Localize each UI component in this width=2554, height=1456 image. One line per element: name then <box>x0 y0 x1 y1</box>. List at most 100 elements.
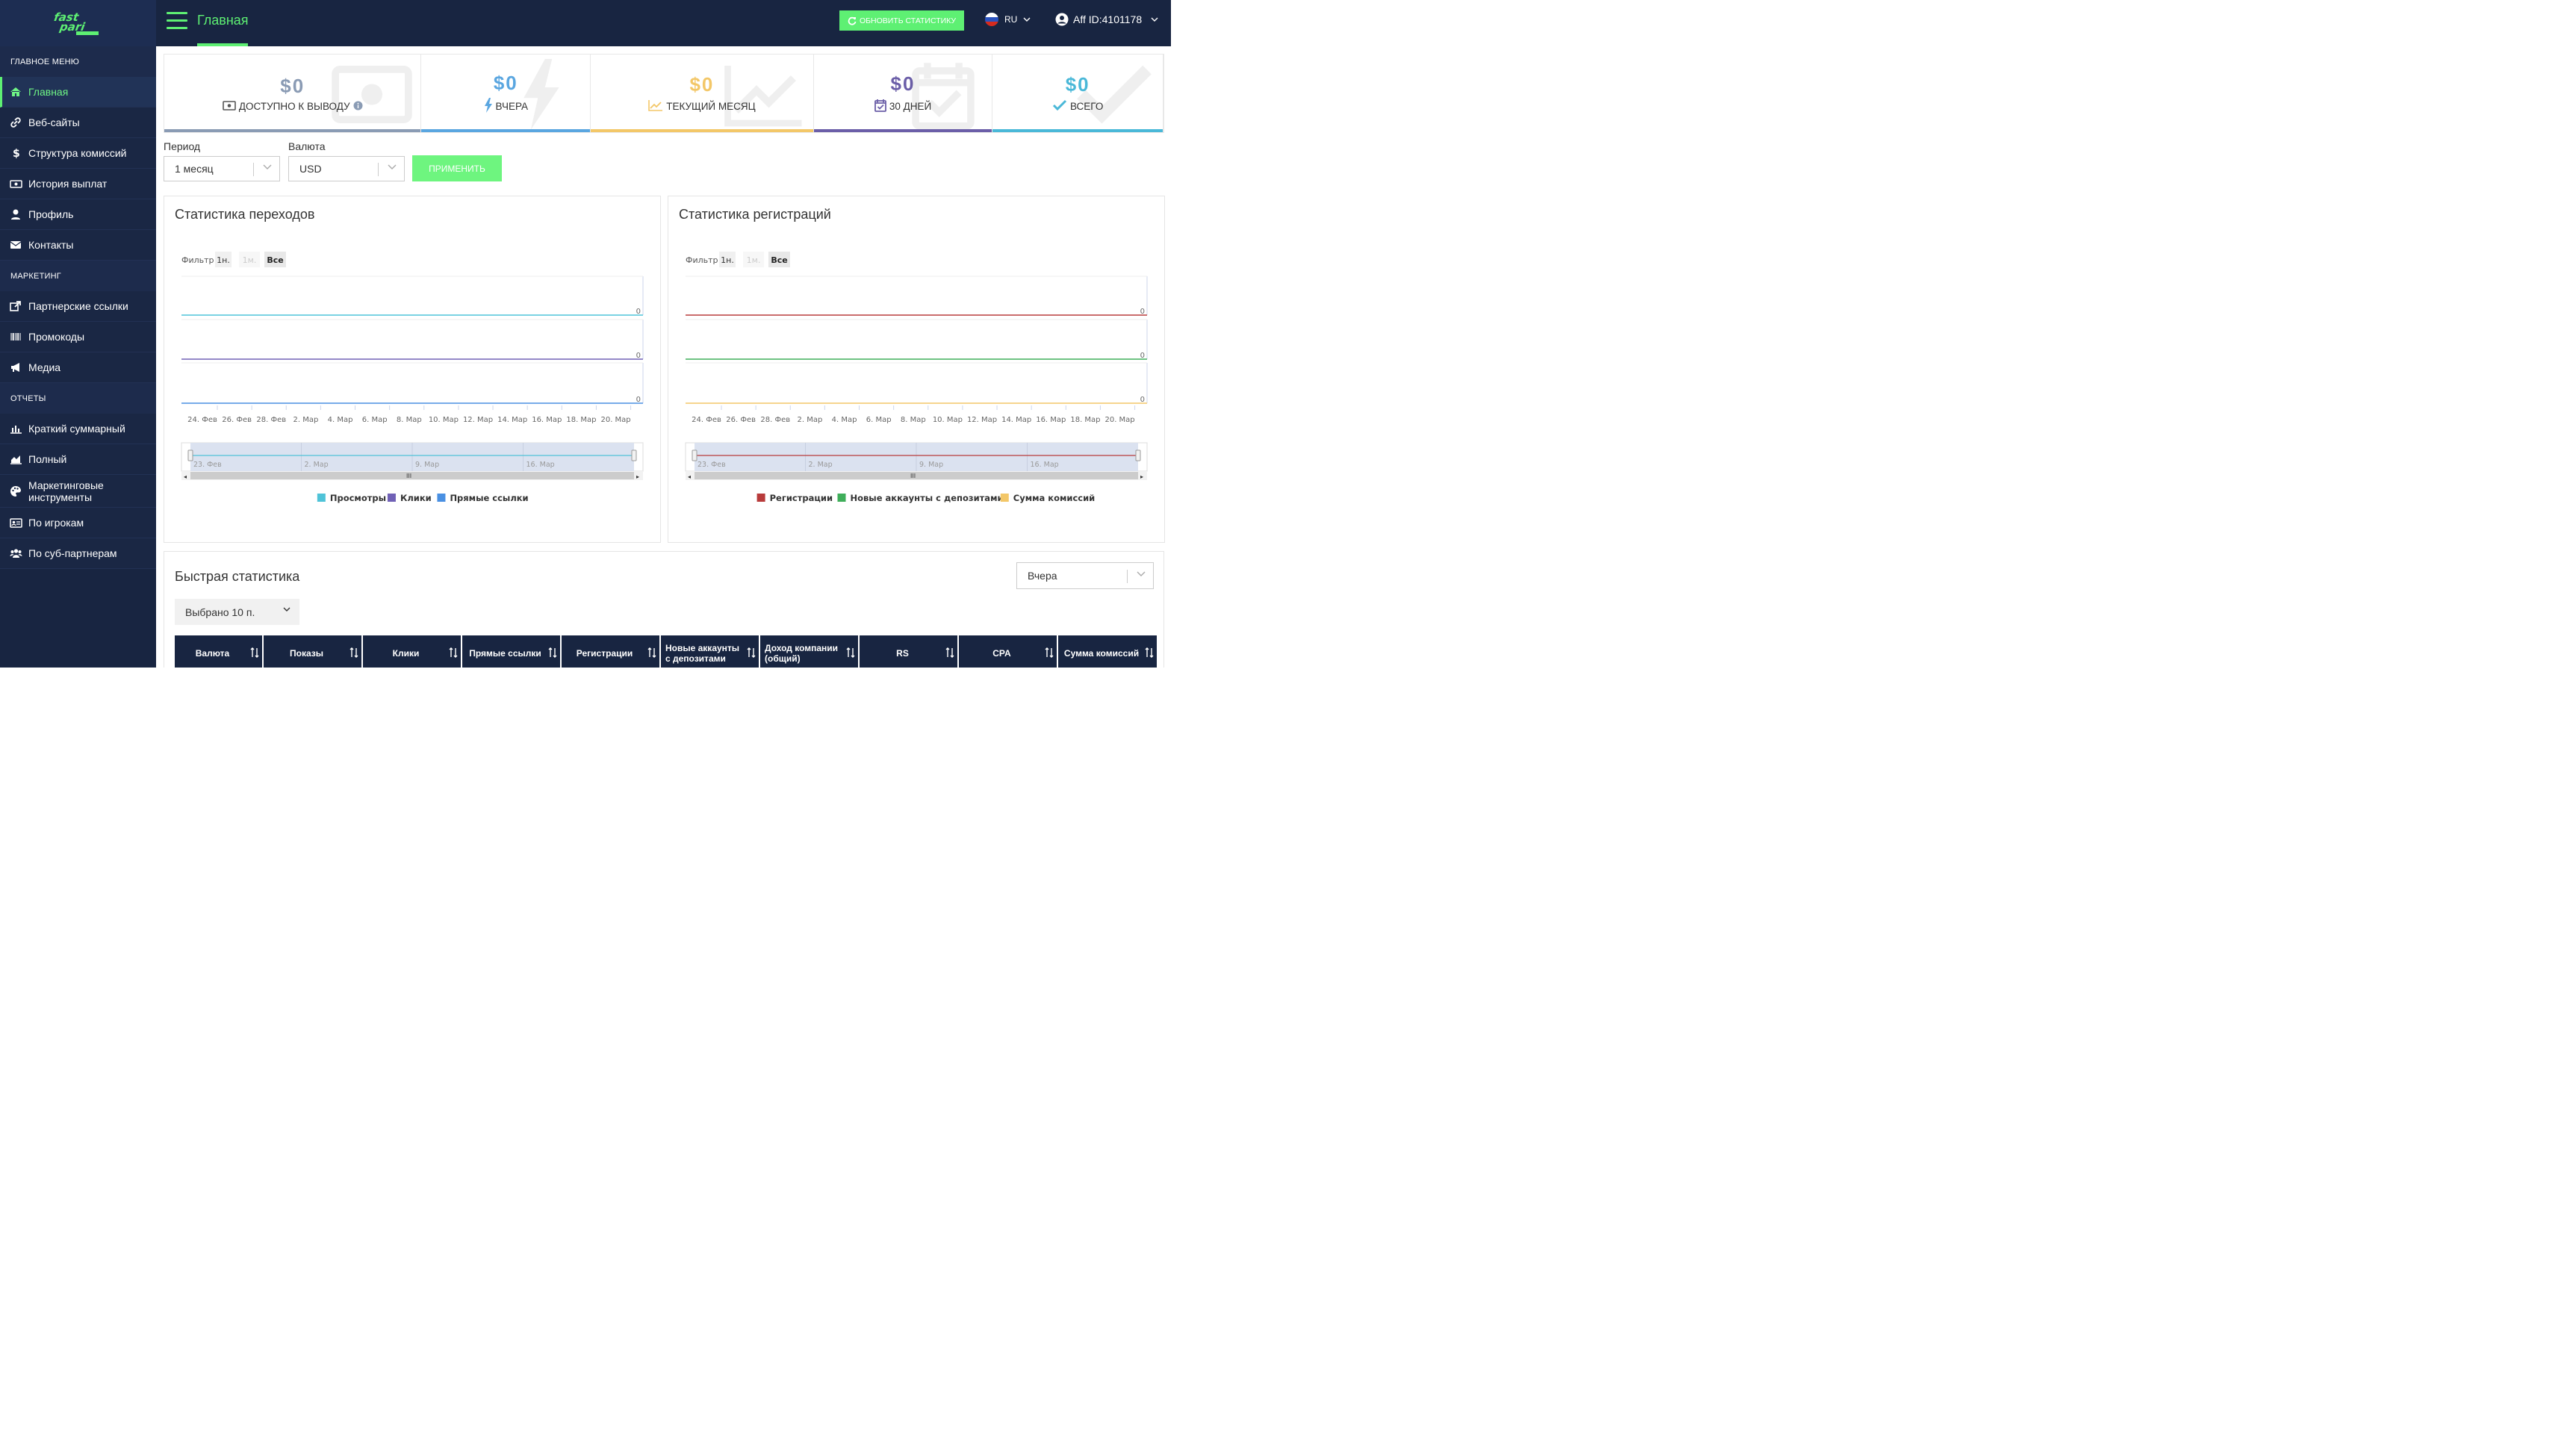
navigator-handle[interactable] <box>692 449 697 461</box>
scroll-right-arrow[interactable]: ▸ <box>636 473 639 480</box>
legend-label[interactable]: Сумма комиссий <box>1013 493 1095 503</box>
users-icon <box>9 547 22 559</box>
sidebar-item-4[interactable]: История выплат <box>0 169 156 199</box>
apply-button[interactable]: ПРИМЕНИТЬ <box>412 155 502 181</box>
legend-swatch[interactable] <box>1000 494 1009 502</box>
sort-icon[interactable] <box>1145 647 1154 660</box>
sort-icon[interactable] <box>747 647 756 660</box>
column-header[interactable]: Прямые ссылки <box>462 635 560 668</box>
chart-range-all[interactable] <box>264 252 286 267</box>
sidebar-item-label: Медиа <box>28 361 61 373</box>
scroll-left-arrow[interactable]: ◂ <box>184 473 187 480</box>
sidebar-item-21[interactable]: Краткий суммарный <box>0 414 156 444</box>
y-tick-label: 0 <box>636 352 641 360</box>
brand-logo[interactable]: fast pari <box>0 0 156 46</box>
barcode-icon <box>9 331 22 343</box>
sort-icon[interactable] <box>250 647 259 660</box>
card-accent-bar <box>591 129 813 132</box>
user-circle-icon <box>1055 13 1069 26</box>
card-label-row: 30 ДНЕЙ <box>874 99 931 114</box>
column-header[interactable]: Новые аккаунты с депозитами <box>661 635 759 668</box>
sidebar-item-13[interactable]: Медиа <box>0 352 156 383</box>
x-tick-label: 8. Мар <box>901 416 926 424</box>
chart-range-all[interactable] <box>768 252 790 267</box>
column-header[interactable]: Показы <box>264 635 361 668</box>
column-header-label: RS <box>896 648 909 659</box>
legend-swatch[interactable] <box>756 494 765 502</box>
quick-stats-table-header: Валюта Показы Клики Прямые ссылки Регистраци… <box>175 635 1157 668</box>
legend-swatch[interactable] <box>837 494 846 502</box>
sidebar-item-5[interactable]: Профиль <box>0 199 156 230</box>
navigator-scrollbar-thumb[interactable] <box>190 472 634 479</box>
scroll-left-arrow[interactable]: ◂ <box>688 473 691 480</box>
column-header[interactable]: Клики <box>363 635 461 668</box>
x-tick-label: 26. Фев <box>222 416 252 424</box>
language-selector[interactable]: RU <box>985 13 1031 26</box>
column-header[interactable]: Доход компании (общий) <box>760 635 858 668</box>
columns-select[interactable]: Выбрано 10 п. <box>175 599 299 625</box>
sidebar-item-23[interactable]: Маркетинговые инструменты <box>0 475 156 508</box>
legend-swatch[interactable] <box>437 494 446 502</box>
chart-range-1w[interactable] <box>719 252 736 267</box>
refresh-stats-button[interactable]: ОБНОВИТЬ СТАТИСТИКУ <box>839 10 964 31</box>
card-value: $0 <box>280 74 305 97</box>
legend-label[interactable]: Прямые ссылки <box>450 493 528 503</box>
column-header[interactable]: CPA <box>959 635 1057 668</box>
sidebar-item-12[interactable]: Промокоды <box>0 322 156 352</box>
period-value: 1 месяц <box>175 163 214 175</box>
info-icon[interactable] <box>353 101 363 113</box>
sort-icon[interactable] <box>945 647 954 660</box>
refresh-stats-label: ОБНОВИТЬ СТАТИСТИКУ <box>859 16 957 25</box>
hamburger-menu-icon[interactable] <box>167 12 187 30</box>
card-value: $0 <box>890 72 916 95</box>
period-select[interactable]: 1 месяц <box>164 156 280 181</box>
column-header[interactable]: RS <box>860 635 957 668</box>
sidebar-item-11[interactable]: Партнерские ссылки <box>0 291 156 322</box>
navigator-handle[interactable] <box>187 449 193 461</box>
card-label: ДОСТУПНО К ВЫВОДУ <box>238 101 350 112</box>
sidebar-item-1[interactable]: Главная <box>0 77 156 108</box>
legend-swatch[interactable] <box>317 494 326 502</box>
chart-range-1w[interactable] <box>215 252 232 267</box>
quick-stats-range-select[interactable]: Вчера <box>1016 562 1154 589</box>
sidebar-item-22[interactable]: Полный <box>0 444 156 475</box>
column-header-label: CPA <box>992 648 1011 659</box>
legend-swatch[interactable] <box>387 494 396 502</box>
sidebar-item-6[interactable]: Контакты <box>0 230 156 261</box>
chart-range-1m[interactable] <box>743 252 764 267</box>
sort-icon[interactable] <box>449 647 458 660</box>
x-tick-label: 16. Мар <box>1036 416 1066 424</box>
card-label: ВЧЕРА <box>495 101 529 112</box>
sidebar-item-label: Главная <box>28 86 69 98</box>
sidebar-item-25[interactable]: По суб-партнерам <box>0 538 156 569</box>
sort-icon[interactable] <box>1045 647 1054 660</box>
chart-range-1m[interactable] <box>239 252 260 267</box>
legend-label[interactable]: Регистрации <box>770 493 833 503</box>
sidebar-section-title: ГЛАВНОЕ МЕНЮ <box>0 46 156 77</box>
legend-label[interactable]: Клики <box>400 493 432 503</box>
main-content: $0 ДОСТУПНО К ВЫВОДУ $0 ВЧЕРА $0 ТЕКУЩИЙ МЕСЯ… <box>156 46 1171 668</box>
legend-label[interactable]: Просмотры <box>330 493 386 503</box>
sort-icon[interactable] <box>846 647 855 660</box>
card-value: $0 <box>689 73 715 96</box>
navigator-handle[interactable] <box>1135 449 1141 461</box>
column-header[interactable]: Валюта <box>175 635 262 668</box>
scroll-right-arrow[interactable]: ▸ <box>1140 473 1143 480</box>
column-header[interactable]: Сумма комиссий <box>1058 635 1157 668</box>
megaphone-icon <box>9 361 22 373</box>
column-header[interactable]: Регистрации <box>562 635 659 668</box>
home-icon <box>9 86 22 98</box>
sort-icon[interactable] <box>548 647 557 660</box>
sidebar-item-3[interactable]: $ Структура комиссий <box>0 138 156 169</box>
sidebar-item-24[interactable]: По игрокам <box>0 508 156 538</box>
currency-select[interactable]: USD <box>288 156 405 181</box>
chart-range-label: Все <box>267 255 283 265</box>
navigator-scrollbar-thumb[interactable] <box>695 472 1138 479</box>
account-menu[interactable]: Aff ID:4101178 <box>1055 13 1158 26</box>
sort-icon[interactable] <box>647 647 656 660</box>
legend-label[interactable]: Новые аккаунты с депозитами <box>851 493 1004 503</box>
sidebar-item-2[interactable]: Веб-сайты <box>0 108 156 138</box>
aff-id-label: Aff ID:4101178 <box>1073 13 1143 25</box>
navigator-handle[interactable] <box>631 449 637 461</box>
sort-icon[interactable] <box>349 647 358 660</box>
